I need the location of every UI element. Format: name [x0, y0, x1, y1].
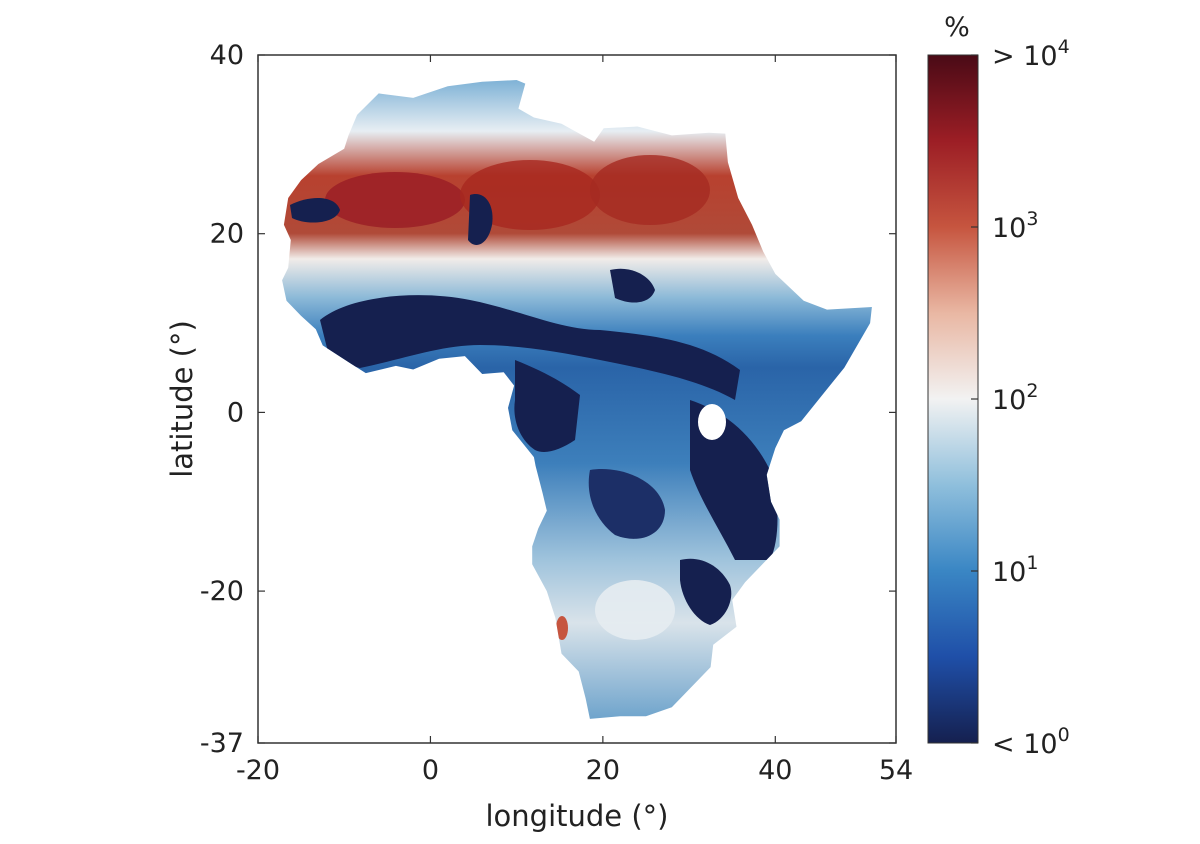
colorbar-tick-label: > 104: [992, 36, 1070, 72]
lake-victoria-gap: [698, 404, 726, 440]
y-tick-label: 0: [227, 397, 244, 428]
y-tick-label: -37: [200, 728, 244, 759]
colorbar-tick-base: < 10: [992, 729, 1058, 760]
colorbar-tick-exponent: 3: [1026, 208, 1038, 230]
namib-red-patch: [556, 616, 568, 640]
colorbar-tick-exponent: 1: [1026, 552, 1038, 574]
y-axis-ticks: 40 20 0 -20 -37: [200, 40, 896, 759]
y-tick-label: -20: [200, 576, 244, 607]
x-tick-label: 20: [586, 755, 620, 786]
west-africa-low-region: [320, 295, 740, 400]
colorbar-tick-exponent: 2: [1026, 380, 1038, 402]
colorbar-tick-exponent: 4: [1058, 36, 1070, 58]
x-axis-title: longitude (°): [486, 799, 669, 833]
colorbar-tick-label: < 100: [992, 724, 1070, 760]
nw-low-patch: [290, 198, 340, 223]
colorbar-tick-label: 103: [992, 208, 1038, 244]
colorbar-tick-base: 10: [992, 213, 1026, 244]
data-patches: [290, 155, 778, 640]
colorbar-tick-label: 102: [992, 380, 1038, 416]
map-data-layer: [282, 80, 872, 719]
kalahari-light: [595, 580, 675, 640]
congo-low-region: [514, 360, 580, 452]
central-low-patch-1: [468, 194, 493, 245]
colorbar-unit: %: [944, 12, 970, 43]
colorbar-gradient: [927, 54, 979, 744]
east-low-region: [690, 400, 778, 560]
x-axis-ticks: -20 0 20 40 54: [236, 55, 913, 786]
x-tick-label: -20: [236, 755, 280, 786]
sahara-hotspot-central: [460, 160, 600, 230]
central-low-patch-2: [588, 469, 665, 539]
y-tick-label: 40: [210, 40, 244, 71]
sahara-hotspot-west: [325, 172, 465, 228]
colorbar-tick-exponent: 0: [1058, 724, 1070, 746]
x-tick-label: 40: [758, 755, 792, 786]
x-tick-label: 0: [422, 755, 439, 786]
colorbar-tick-base: > 10: [992, 41, 1058, 72]
southern-low-region: [680, 558, 732, 625]
colorbar-tick-base: 10: [992, 557, 1026, 588]
sahel-low-patch: [610, 268, 655, 303]
x-tick-label: 54: [879, 755, 913, 786]
y-axis-title: latitude (°): [165, 320, 199, 478]
y-tick-label: 20: [210, 219, 244, 250]
sahara-hotspot-east: [590, 155, 710, 225]
colorbar-tick-label: 101: [992, 552, 1038, 588]
colorbar-tick-base: 10: [992, 385, 1026, 416]
